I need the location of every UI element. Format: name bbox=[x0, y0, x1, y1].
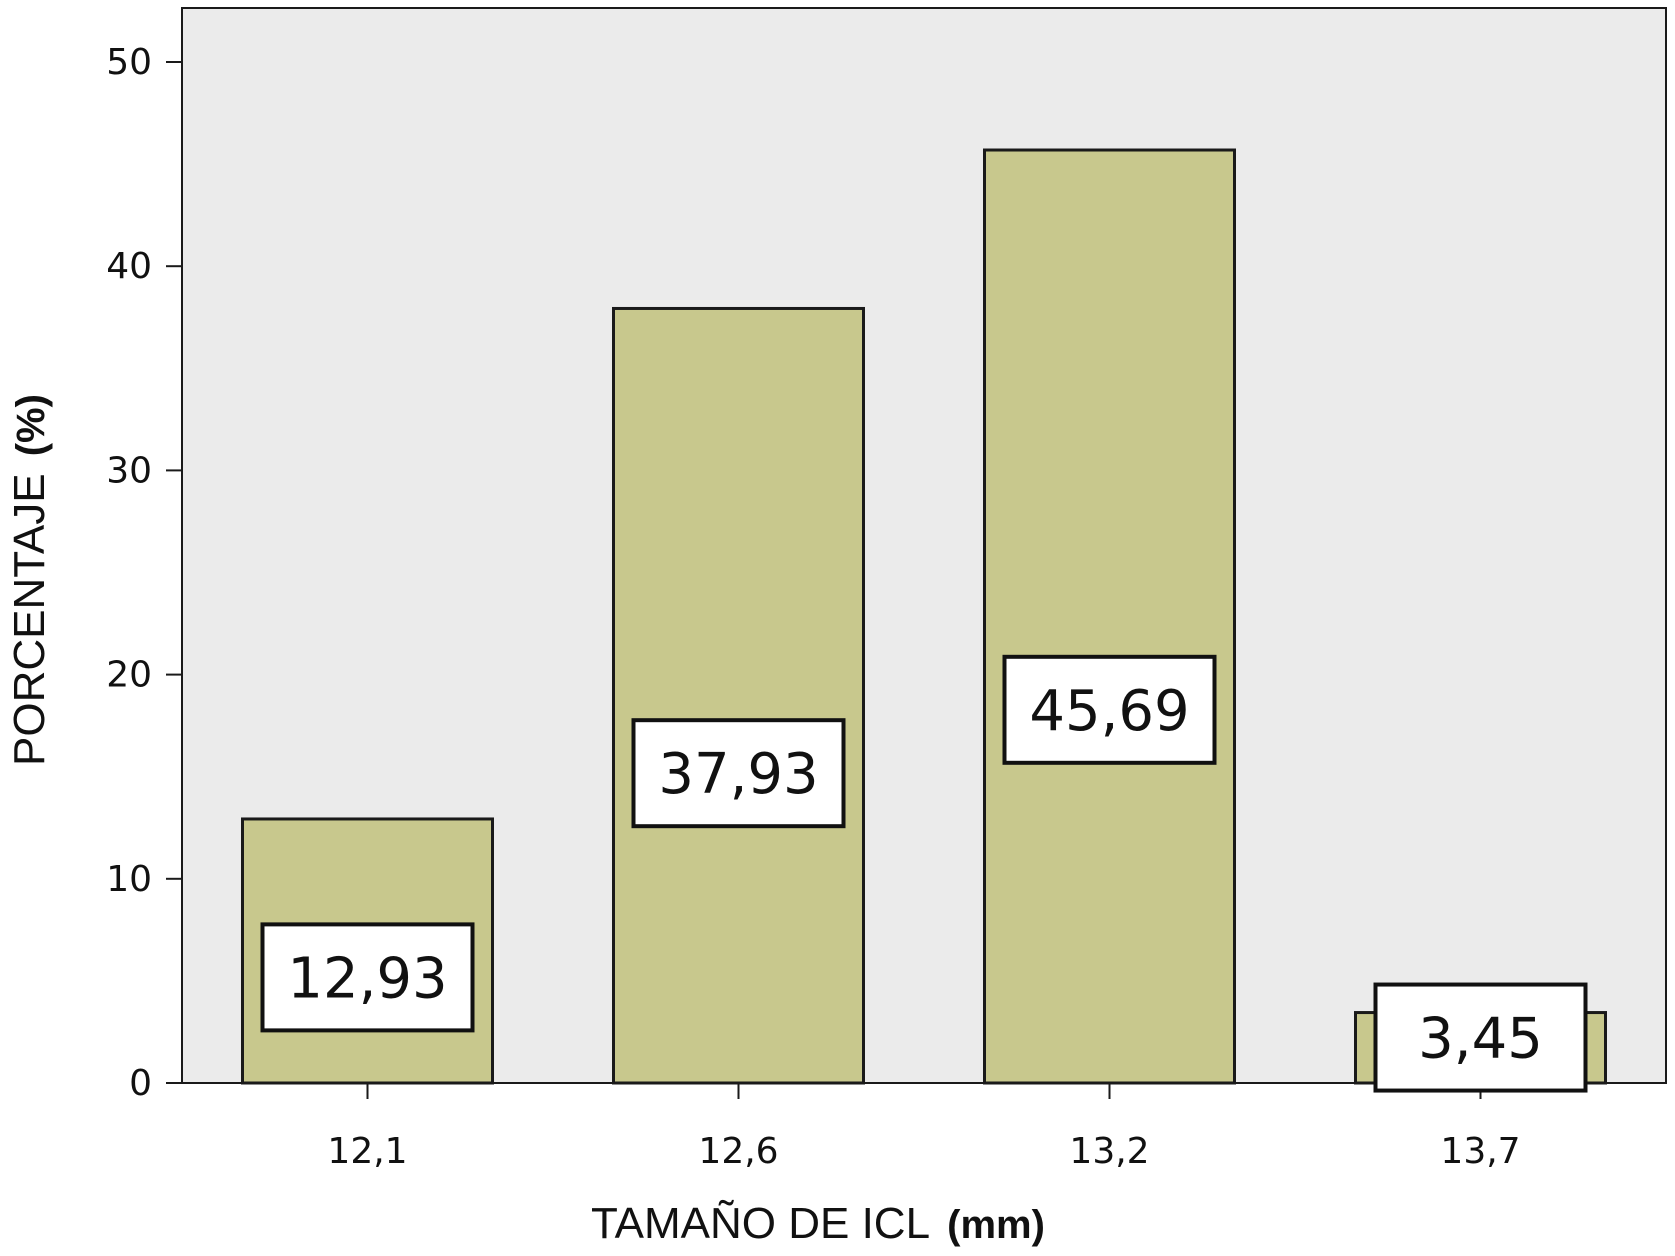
y-tick-label: 0 bbox=[129, 1063, 152, 1104]
x-tick-label: 12,6 bbox=[698, 1131, 778, 1172]
data-label-box bbox=[260, 922, 475, 1033]
y-axis-title-main: PORCENTAJE bbox=[5, 473, 54, 766]
data-label: 12,93 bbox=[260, 922, 475, 1033]
y-tick-label: 50 bbox=[106, 42, 152, 83]
x-axis: 12,1 12,6 13,2 13,7 bbox=[327, 1083, 1521, 1172]
x-tick-label: 13,7 bbox=[1440, 1131, 1520, 1172]
data-label: 3,45 bbox=[1373, 982, 1588, 1093]
y-tick-label: 10 bbox=[106, 859, 152, 900]
x-axis-title-main: TAMAÑO DE ICL bbox=[591, 1198, 930, 1248]
data-label-text: 12,93 bbox=[287, 946, 447, 1011]
x-axis-title-unit: (mm) bbox=[947, 1203, 1045, 1247]
data-label-text: 37,93 bbox=[658, 742, 818, 807]
y-axis-title: PORCENTAJE (%) bbox=[5, 394, 54, 766]
data-label-box bbox=[1373, 982, 1588, 1093]
y-tick-label: 20 bbox=[106, 655, 152, 696]
x-axis-title: TAMAÑO DE ICL (mm) bbox=[591, 1198, 1045, 1248]
data-label-box bbox=[631, 718, 846, 829]
y-axis-title-unit: (%) bbox=[9, 394, 53, 456]
data-label-box bbox=[1002, 654, 1217, 765]
data-label-text: 3,45 bbox=[1418, 1007, 1543, 1072]
data-label: 45,69 bbox=[1002, 654, 1217, 765]
data-label-text: 45,69 bbox=[1029, 679, 1189, 744]
x-tick-label: 13,2 bbox=[1069, 1131, 1149, 1172]
x-tick-label: 12,1 bbox=[327, 1131, 407, 1172]
data-labels: 12,93 37,93 45,69 3,45 bbox=[260, 654, 1588, 1093]
bar bbox=[612, 306, 865, 1085]
y-axis: 0 10 20 30 40 50 bbox=[106, 42, 182, 1104]
y-tick-label: 30 bbox=[106, 450, 152, 491]
bar bbox=[983, 148, 1236, 1085]
bars bbox=[241, 148, 1607, 1085]
y-tick-label: 40 bbox=[106, 246, 152, 287]
data-label: 37,93 bbox=[631, 718, 846, 829]
